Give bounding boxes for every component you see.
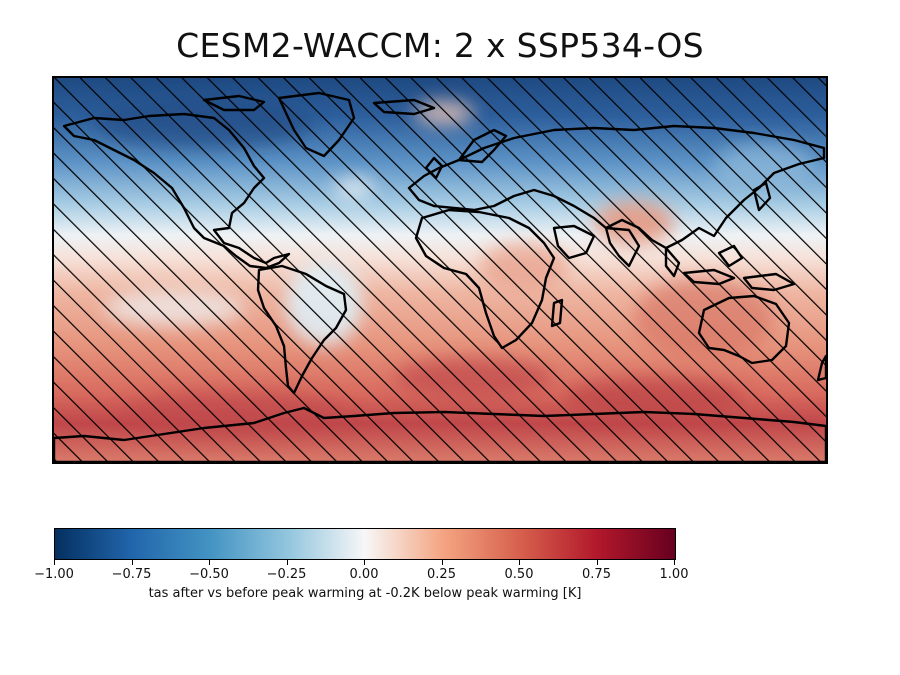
colorbar-tick-3 <box>286 560 288 565</box>
colorbar-tick-label: 0.25 <box>427 567 456 582</box>
colorbar-tick-label: −0.75 <box>111 567 152 582</box>
colorbar-tick-4 <box>364 560 365 565</box>
colorbar-tick-label: 1.00 <box>659 567 689 582</box>
colorbar-label: tas after vs before peak warming at -0.2… <box>148 586 582 601</box>
colorbar-tick-label: 0.00 <box>349 567 379 582</box>
colorbar-tick-5 <box>441 560 443 565</box>
colorbar-tick-label: −0.25 <box>266 567 307 582</box>
colorbar <box>54 528 676 560</box>
colorbar-tick-1 <box>131 560 133 565</box>
colorbar-tick-label: −0.50 <box>189 567 229 582</box>
colorbar-tick-label: −1.00 <box>34 567 74 582</box>
colorbar-tick-label: 0.75 <box>582 567 611 582</box>
colorbar-tick-label: 0.50 <box>504 567 534 582</box>
colorbar-tick-2 <box>209 560 210 565</box>
colorbar-tick-6 <box>519 560 520 565</box>
colorbar-tick-0 <box>54 560 55 565</box>
chart-title: CESM2-WACCM: 2 x SSP534-OS <box>176 26 704 65</box>
colorbar-tick-7 <box>596 560 598 565</box>
world-map <box>52 76 828 464</box>
significance-hatching <box>54 78 826 462</box>
colorbar-tick-8 <box>674 560 675 565</box>
